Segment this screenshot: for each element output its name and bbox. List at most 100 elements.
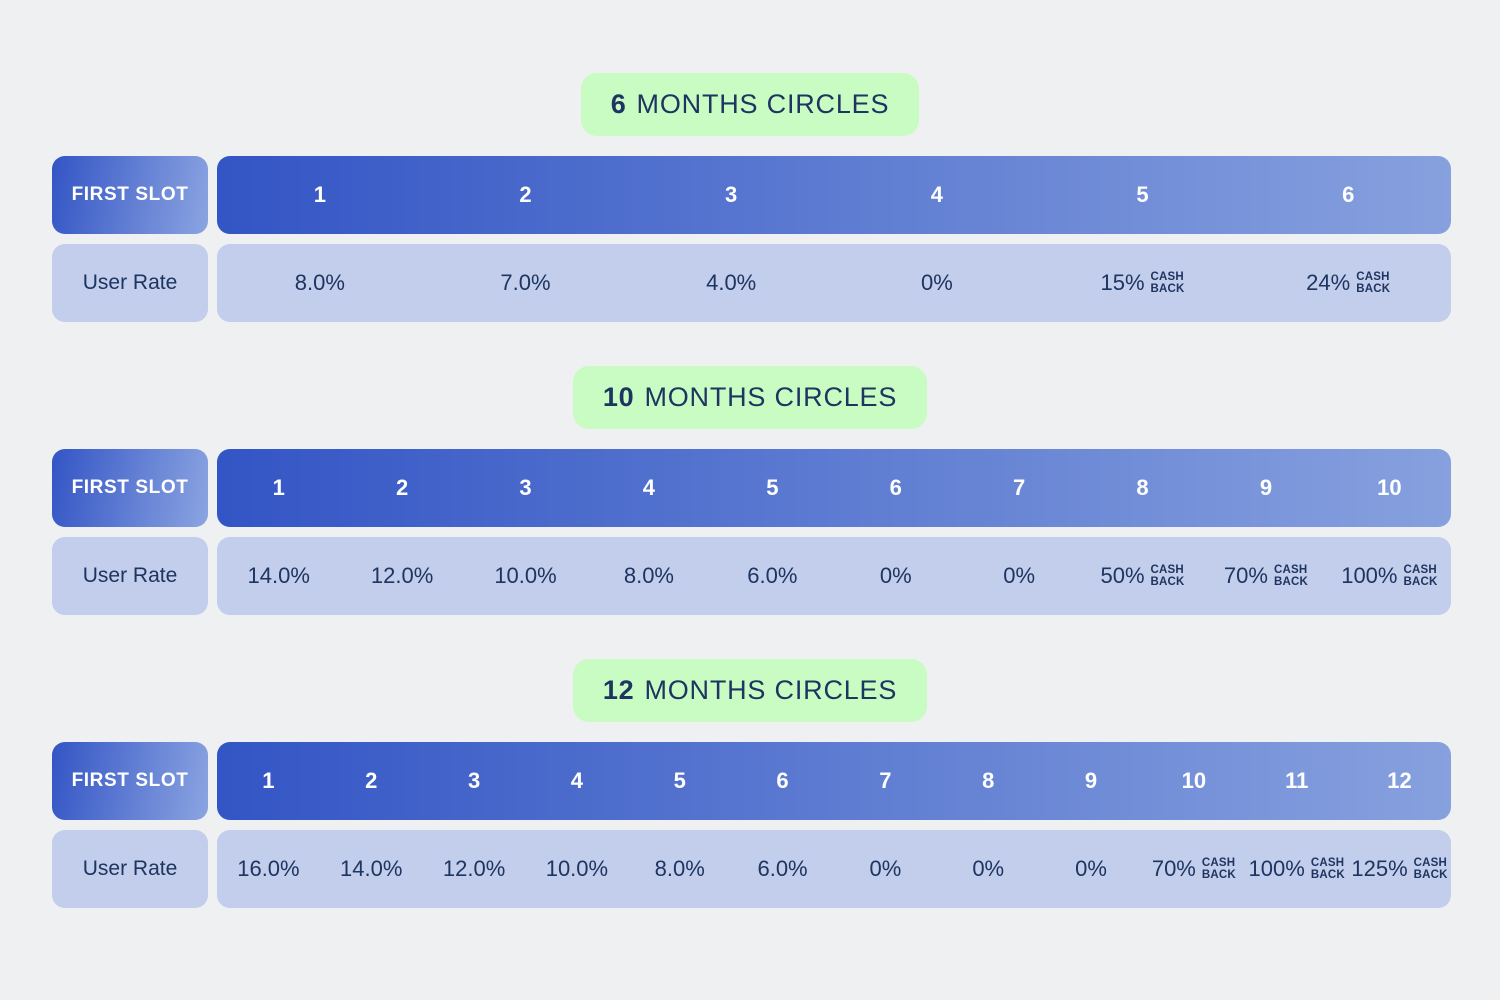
first-slot-label: FIRST SLOT: [52, 449, 208, 527]
user-rate-value: 14.0%: [320, 856, 423, 882]
table-title-number: 10: [602, 382, 635, 412]
cashback-word-line2: BACK: [1413, 869, 1448, 881]
slot-number: 5: [766, 475, 779, 500]
cashback-word-line1: CASH: [1310, 857, 1345, 869]
user-rate-value: 100% CASH BACK: [1328, 563, 1451, 589]
cashback-word-line2: BACK: [1150, 576, 1185, 588]
cashback-word-line2: BACK: [1356, 283, 1391, 295]
user-rate-value: 0%: [1040, 856, 1143, 882]
rate-percent: 8.0%: [294, 270, 345, 295]
slot-header-row: FIRST SLOT 1 2 3 4 5 6: [52, 156, 1451, 234]
slot-number: 5: [1136, 182, 1149, 207]
rate-percent: 10.0%: [494, 563, 557, 588]
cashback-word-line2: BACK: [1310, 869, 1345, 881]
user-rate-label: User Rate: [52, 244, 208, 322]
table-title-number: 12: [602, 675, 635, 705]
user-rate-value: 12.0%: [340, 563, 463, 589]
rate-percent: 8.0%: [654, 856, 705, 881]
cashback-word-line1: CASH: [1150, 271, 1184, 283]
rate-percent: 12.0%: [442, 856, 506, 881]
slot-number: 1: [272, 475, 285, 500]
user-rate-value: 10.0%: [464, 563, 587, 589]
slot-number: 10: [1181, 768, 1207, 793]
slot-header-row: FIRST SLOT 1 2 3 4 5 6 7 8 9 10: [52, 449, 1451, 527]
user-rate-value: 70% CASH BACK: [1142, 856, 1245, 882]
first-slot-label: FIRST SLOT: [52, 156, 208, 234]
rate-percent: 14.0%: [340, 856, 403, 881]
user-rates-bar: 16.0% 14.0% 12.0% 10.0% 8.0% 6.0% 0% 0% 0% 70% CAS…: [217, 830, 1451, 908]
table-title-badge: 6 MONTHS CIRCLES: [580, 73, 920, 136]
table-title-text: MONTHS CIRCLES: [644, 382, 898, 412]
slot-number: 4: [570, 768, 584, 793]
cashback-word-line1: CASH: [1413, 857, 1448, 869]
slot-number: 12: [1387, 768, 1412, 793]
user-rate-value: 7.0%: [423, 270, 629, 296]
rate-percent: 14.0%: [247, 563, 310, 588]
user-rate-value: 8.0%: [587, 563, 710, 589]
user-rate-row: User Rate 8.0% 7.0% 4.0% 0% 15% CASH BACK 24% CAS…: [52, 244, 1451, 322]
slot-number: 9: [1259, 475, 1273, 500]
slot-number: 6: [776, 768, 789, 793]
user-rate-label: User Rate: [52, 830, 208, 908]
months-table-10-months: 10 MONTHS CIRCLES FIRST SLOT 1 2 3 4 5 6 7 8 9 10 Use…: [0, 366, 1500, 615]
table-rows: FIRST SLOT 1 2 3 4 5 6 7 8 9 10 11 12 User Rate 16.0% 1…: [52, 742, 1451, 908]
rate-percent: 0%: [869, 856, 902, 881]
slot-number: 2: [365, 768, 378, 793]
cashback-label: CASH BACK: [1202, 857, 1236, 881]
cashback-label: CASH BACK: [1151, 271, 1185, 295]
user-rate-label: User Rate: [52, 537, 208, 615]
user-rate-value: 125% CASH BACK: [1348, 856, 1451, 882]
rate-percent: 50%: [1100, 563, 1145, 588]
user-rate-row: User Rate 16.0% 14.0% 12.0% 10.0% 8.0% 6.0% 0% 0…: [52, 830, 1451, 908]
rate-percent: 15%: [1100, 270, 1145, 295]
user-rate-value: 8.0%: [217, 270, 423, 296]
slot-number: 6: [1342, 182, 1355, 207]
slot-number: 3: [519, 475, 532, 500]
slot-number: 3: [725, 182, 738, 207]
rate-percent: 100%: [1341, 563, 1398, 588]
user-rate-value: 6.0%: [731, 856, 834, 882]
user-rate-value: 0%: [834, 270, 1040, 296]
cashback-label: CASH BACK: [1311, 857, 1345, 881]
slot-number: 1: [262, 768, 275, 793]
table-rows: FIRST SLOT 1 2 3 4 5 6 User Rate 8.0% 7.0% 4.0% 0% 1…: [52, 156, 1451, 322]
user-rate-value: 10.0%: [525, 856, 628, 882]
user-rate-value: 24% CASH BACK: [1245, 270, 1451, 296]
slot-numbers-bar: 1 2 3 4 5 6 7 8 9 10 11 12: [217, 742, 1451, 820]
user-rate-value: 4.0%: [628, 270, 834, 296]
slot-number: 3: [467, 768, 481, 793]
slot-number: 8: [1136, 475, 1149, 500]
slot-number: 8: [982, 768, 995, 793]
table-title-text: MONTHS CIRCLES: [636, 89, 890, 119]
tables-container: 6 MONTHS CIRCLES FIRST SLOT 1 2 3 4 5 6 User Rate…: [0, 73, 1500, 908]
user-rate-value: 0%: [957, 563, 1080, 589]
cashback-word-line1: CASH: [1201, 857, 1236, 869]
user-rate-value: 0%: [937, 856, 1040, 882]
user-rate-value: 16.0%: [217, 856, 320, 882]
user-rates-bar: 14.0% 12.0% 10.0% 8.0% 6.0% 0% 0% 50% CASH BACK 70…: [217, 537, 1451, 615]
slot-header-row: FIRST SLOT 1 2 3 4 5 6 7 8 9 10 11 12: [52, 742, 1451, 820]
slot-number: 4: [642, 475, 656, 500]
user-rate-value: 0%: [834, 563, 957, 589]
slot-number: 2: [395, 475, 409, 500]
rate-percent: 6.0%: [747, 563, 798, 588]
user-rate-row: User Rate 14.0% 12.0% 10.0% 8.0% 6.0% 0% 0% 50% C…: [52, 537, 1451, 615]
slot-number: 2: [519, 182, 532, 207]
rate-percent: 24%: [1306, 270, 1351, 295]
table-title-badge: 10 MONTHS CIRCLES: [572, 366, 928, 429]
user-rate-value: 70% CASH BACK: [1204, 563, 1327, 589]
slot-number: 7: [879, 768, 892, 793]
slot-number: 11: [1285, 768, 1309, 793]
user-rate-value: 6.0%: [711, 563, 834, 589]
cashback-word-line1: CASH: [1273, 564, 1308, 576]
rate-percent: 0%: [1075, 856, 1107, 881]
months-table-12-months: 12 MONTHS CIRCLES FIRST SLOT 1 2 3 4 5 6 7 8 9 10 11 1…: [0, 659, 1500, 908]
rate-percent: 100%: [1248, 856, 1305, 881]
rate-percent: 70%: [1151, 856, 1196, 881]
rate-percent: 4.0%: [706, 270, 757, 295]
user-rate-value: 50% CASH BACK: [1081, 563, 1204, 589]
user-rate-value: 8.0%: [628, 856, 731, 882]
user-rates-bar: 8.0% 7.0% 4.0% 0% 15% CASH BACK 24% CASH BACK: [217, 244, 1451, 322]
rate-percent: 0%: [920, 270, 953, 295]
